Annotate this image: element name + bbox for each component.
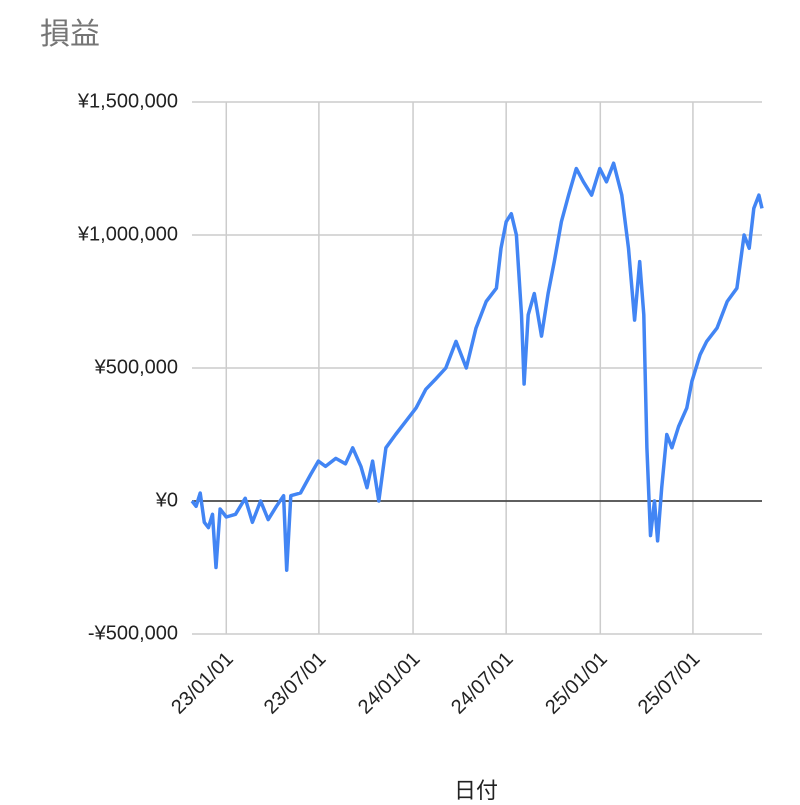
x-tick-label: 25/01/01 xyxy=(541,648,612,719)
y-tick-label: ¥0 xyxy=(155,489,178,511)
y-tick-label: ¥1,500,000 xyxy=(77,90,178,112)
y-tick-label: -¥500,000 xyxy=(88,622,178,644)
x-tick-label: 25/07/01 xyxy=(634,648,705,719)
x-tick-label: 24/01/01 xyxy=(354,648,425,719)
y-tick-label: ¥500,000 xyxy=(94,356,178,378)
chart-title: 損益 xyxy=(40,18,100,51)
x-axis-label: 日付 xyxy=(454,778,498,800)
x-tick-label: 23/01/01 xyxy=(167,648,238,719)
line-series xyxy=(190,161,764,572)
y-tick-label: ¥1,000,000 xyxy=(77,223,178,245)
x-tick-label: 24/07/01 xyxy=(447,648,518,719)
x-tick-label: 23/07/01 xyxy=(260,648,331,719)
